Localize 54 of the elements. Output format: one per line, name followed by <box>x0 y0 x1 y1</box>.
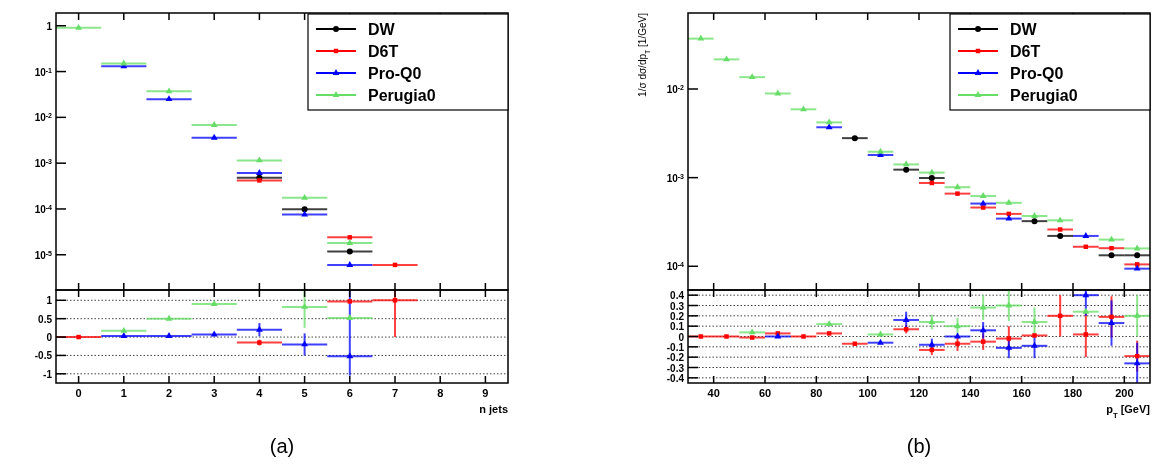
y-tick-label: 0.1 <box>670 321 685 333</box>
x-tick-label: 7 <box>391 387 399 399</box>
y-tick-label: 10$^{-3}$ <box>34 157 53 170</box>
x-tick-label: 120 <box>909 387 929 399</box>
y-tick-label: -0.3 <box>666 362 685 374</box>
x-tick-label: 3 <box>211 387 218 399</box>
y-tick-label: 10$^{-1}$ <box>34 66 53 78</box>
x-tick-label: 40 <box>707 387 720 399</box>
y-tick-label: 10$^{-2}$ <box>34 111 53 124</box>
y-tick-label: 10$^{-4}$ <box>34 203 53 215</box>
y-tick-label: 0.2 <box>670 310 685 322</box>
text: (a) <box>269 435 295 457</box>
x-tick-label: 4 <box>256 387 264 399</box>
x-axis-title: p$_{T}$ [GeV] <box>1106 403 1151 420</box>
y-tick-label: 0.5 <box>38 313 53 325</box>
y-tick-label: 0.4 <box>670 290 685 302</box>
legend-label: Perugia0 <box>368 87 436 104</box>
text: (b) <box>906 435 932 457</box>
x-tick-label: 140 <box>961 387 980 399</box>
y-tick-label: 1 <box>46 295 53 307</box>
y-tick-label: -0.1 <box>666 341 685 353</box>
y-tick-label: 0 <box>46 332 53 344</box>
y-tick-label: -0.2 <box>666 352 685 364</box>
y-tick-label: -0.4 <box>666 372 685 384</box>
y-tick-label: 1 <box>46 20 53 32</box>
legend-label: Pro-Q0 <box>368 65 422 82</box>
x-tick-label: 80 <box>810 387 823 399</box>
y-tick-label: 10$^{-3}$ <box>666 172 685 184</box>
legend-label: D6T <box>1010 43 1041 60</box>
x-tick-label: 60 <box>758 387 772 399</box>
y-tick-label: 10$^{-4}$ <box>666 260 685 273</box>
x-axis-title: n jets <box>479 403 508 415</box>
y-tick-label: 10$^{-2}$ <box>666 83 685 95</box>
x-tick-label: 200 <box>1115 387 1134 399</box>
y-tick-label: -1 <box>43 368 53 380</box>
legend-label: Perugia0 <box>1010 87 1078 104</box>
y-tick-label: 0 <box>678 331 685 343</box>
x-tick-label: 2 <box>165 387 173 399</box>
x-tick-label: 6 <box>346 387 353 399</box>
y-tick-label: 0.3 <box>670 300 685 312</box>
y-tick-label: -0.5 <box>34 350 53 362</box>
y-tick-label: 10$^{-5}$ <box>34 249 53 261</box>
legend-label: DW <box>1010 21 1038 38</box>
x-tick-label: 100 <box>858 387 877 399</box>
legend-label: D6T <box>368 43 399 60</box>
x-tick-label: 5 <box>301 387 308 399</box>
x-tick-label: 9 <box>482 387 489 399</box>
legend-label: DW <box>368 21 396 38</box>
x-tick-label: 180 <box>1063 387 1083 399</box>
x-tick-label: 1 <box>120 387 127 399</box>
x-tick-label: 160 <box>1012 387 1031 399</box>
x-tick-label: 8 <box>437 387 444 399</box>
x-tick-label: 0 <box>75 387 82 399</box>
legend-label: Pro-Q0 <box>1010 65 1064 82</box>
